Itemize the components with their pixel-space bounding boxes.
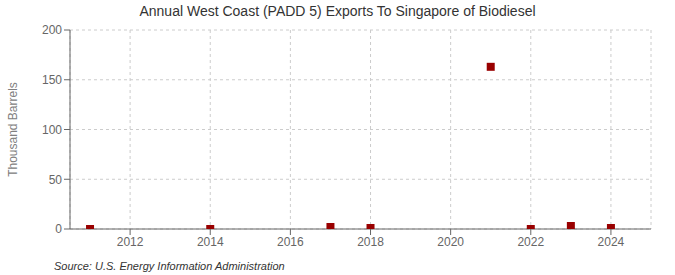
- svg-text:100: 100: [42, 123, 62, 137]
- svg-text:2022: 2022: [517, 235, 544, 249]
- svg-text:2012: 2012: [117, 235, 144, 249]
- svg-text:Thousand Barrels: Thousand Barrels: [8, 82, 20, 177]
- svg-text:200: 200: [42, 23, 62, 37]
- html-text:Source: U.S. Energy Informatio: Source: U.S. Energy Information Administ…: [54, 260, 285, 272]
- svg-text:50: 50: [49, 173, 63, 187]
- html-text:Annual West Coast (PADD 5) Exp: Annual West Coast (PADD 5) Exports To Si…: [139, 3, 536, 19]
- svg-text:2014: 2014: [197, 235, 224, 249]
- svg-text:150: 150: [42, 73, 62, 87]
- svg-text:2016: 2016: [277, 235, 304, 249]
- svg-text:0: 0: [55, 222, 62, 236]
- svg-text:2018: 2018: [357, 235, 384, 249]
- svg-text:2020: 2020: [437, 235, 464, 249]
- svg-text:2024: 2024: [598, 235, 625, 249]
